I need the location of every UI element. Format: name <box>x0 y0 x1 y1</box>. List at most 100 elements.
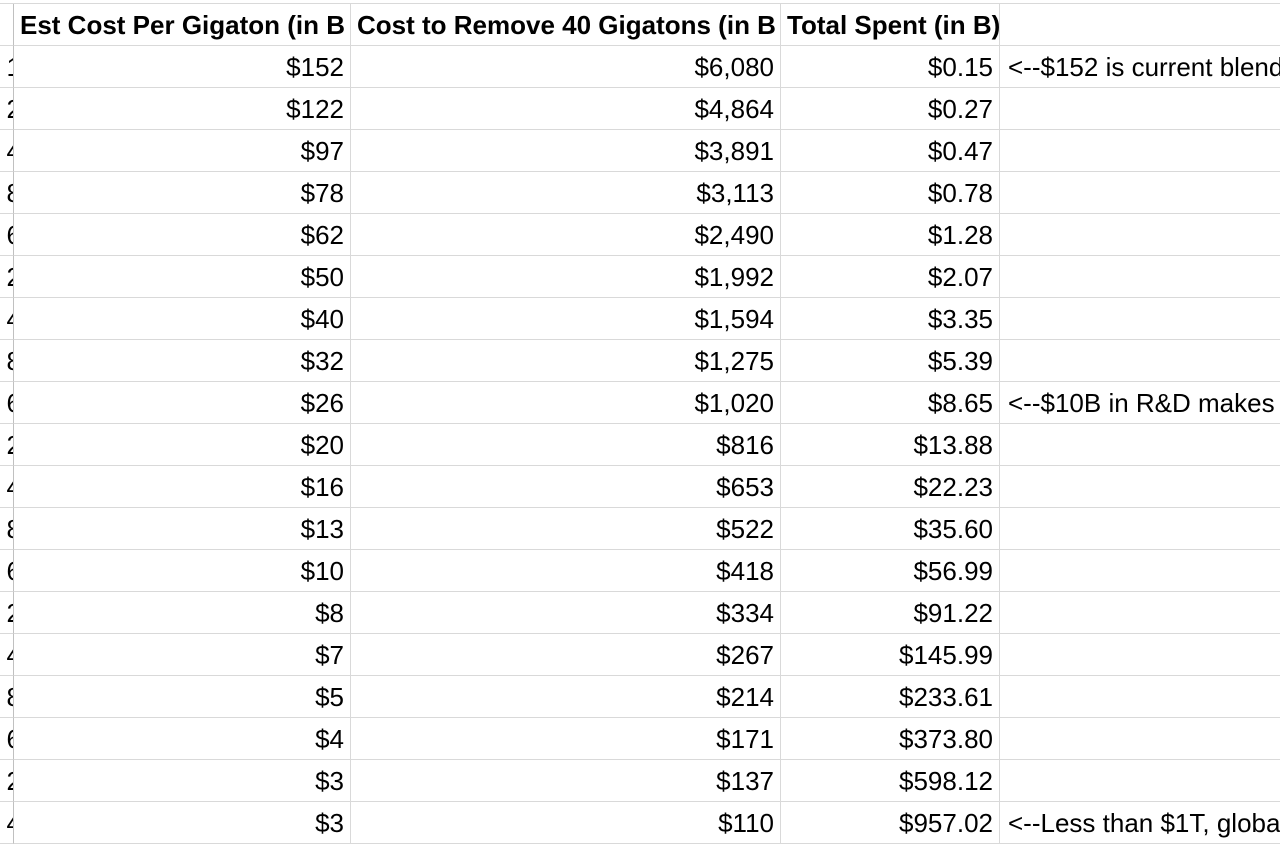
row-number-cell[interactable]: 8 <box>0 340 14 382</box>
note-cell[interactable] <box>1000 340 1280 382</box>
cost-per-gigaton-cell[interactable]: $152 <box>14 46 351 88</box>
cost-40-gigatons-cell[interactable]: $2,490 <box>351 214 781 256</box>
header-row-number-cell[interactable] <box>0 4 14 46</box>
note-cell[interactable]: <--$152 is current blend <box>1000 46 1280 88</box>
note-cell[interactable] <box>1000 214 1280 256</box>
cost-40-gigatons-cell[interactable]: $418 <box>351 550 781 592</box>
cost-40-gigatons-cell[interactable]: $171 <box>351 718 781 760</box>
cost-per-gigaton-cell[interactable]: $20 <box>14 424 351 466</box>
cost-per-gigaton-cell[interactable]: $97 <box>14 130 351 172</box>
cost-per-gigaton-cell[interactable]: $40 <box>14 298 351 340</box>
cost-40-gigatons-cell[interactable]: $1,594 <box>351 298 781 340</box>
note-cell[interactable] <box>1000 718 1280 760</box>
row-number-cell[interactable]: 4 <box>0 466 14 508</box>
row-number-cell[interactable]: 2 <box>0 256 14 298</box>
note-cell[interactable] <box>1000 298 1280 340</box>
row-number-cell[interactable]: 4 <box>0 298 14 340</box>
note-cell[interactable] <box>1000 508 1280 550</box>
note-cell[interactable] <box>1000 634 1280 676</box>
total-spent-cell[interactable]: $598.12 <box>781 760 1000 802</box>
note-cell[interactable] <box>1000 592 1280 634</box>
cost-per-gigaton-cell[interactable]: $62 <box>14 214 351 256</box>
total-spent-cell[interactable]: $5.39 <box>781 340 1000 382</box>
cost-per-gigaton-cell[interactable]: $16 <box>14 466 351 508</box>
row-number-cell[interactable]: 4 <box>0 634 14 676</box>
cost-per-gigaton-cell[interactable]: $50 <box>14 256 351 298</box>
total-spent-cell[interactable]: $13.88 <box>781 424 1000 466</box>
note-cell[interactable] <box>1000 130 1280 172</box>
header-cost-40-gigatons[interactable]: Cost to Remove 40 Gigatons (in B <box>351 4 781 46</box>
row-number-cell[interactable]: 8 <box>0 676 14 718</box>
cost-40-gigatons-cell[interactable]: $1,992 <box>351 256 781 298</box>
row-number-cell[interactable]: 6 <box>0 214 14 256</box>
row-number-cell[interactable]: 1 <box>0 46 14 88</box>
row-number-cell[interactable]: 4 <box>0 130 14 172</box>
row-number-cell[interactable]: 6 <box>0 550 14 592</box>
cost-per-gigaton-cell[interactable]: $13 <box>14 508 351 550</box>
cost-per-gigaton-cell[interactable]: $4 <box>14 718 351 760</box>
total-spent-cell[interactable]: $0.78 <box>781 172 1000 214</box>
row-number-cell[interactable]: 2 <box>0 760 14 802</box>
note-cell[interactable] <box>1000 676 1280 718</box>
total-spent-cell[interactable]: $145.99 <box>781 634 1000 676</box>
cost-40-gigatons-cell[interactable]: $1,275 <box>351 340 781 382</box>
total-spent-cell[interactable]: $1.28 <box>781 214 1000 256</box>
note-cell[interactable] <box>1000 172 1280 214</box>
total-spent-cell[interactable]: $56.99 <box>781 550 1000 592</box>
cost-40-gigatons-cell[interactable]: $1,020 <box>351 382 781 424</box>
cost-per-gigaton-cell[interactable]: $7 <box>14 634 351 676</box>
note-cell[interactable]: <--$10B in R&D makes <box>1000 382 1280 424</box>
note-cell[interactable] <box>1000 424 1280 466</box>
cost-40-gigatons-cell[interactable]: $816 <box>351 424 781 466</box>
note-cell[interactable] <box>1000 760 1280 802</box>
cost-40-gigatons-cell[interactable]: $522 <box>351 508 781 550</box>
note-cell[interactable] <box>1000 88 1280 130</box>
cost-40-gigatons-cell[interactable]: $6,080 <box>351 46 781 88</box>
row-number-cell[interactable]: 4 <box>0 802 14 844</box>
cost-per-gigaton-cell[interactable]: $78 <box>14 172 351 214</box>
cost-40-gigatons-cell[interactable]: $137 <box>351 760 781 802</box>
total-spent-cell[interactable]: $3.35 <box>781 298 1000 340</box>
cost-per-gigaton-cell[interactable]: $26 <box>14 382 351 424</box>
total-spent-cell[interactable]: $957.02 <box>781 802 1000 844</box>
cost-40-gigatons-cell[interactable]: $4,864 <box>351 88 781 130</box>
row-number-cell[interactable]: 2 <box>0 424 14 466</box>
cost-40-gigatons-cell[interactable]: $3,891 <box>351 130 781 172</box>
row-number-cell[interactable]: 2 <box>0 592 14 634</box>
total-spent-cell[interactable]: $0.47 <box>781 130 1000 172</box>
cost-40-gigatons-cell[interactable]: $110 <box>351 802 781 844</box>
total-spent-cell[interactable]: $91.22 <box>781 592 1000 634</box>
cost-per-gigaton-cell[interactable]: $3 <box>14 760 351 802</box>
total-spent-cell[interactable]: $35.60 <box>781 508 1000 550</box>
cost-per-gigaton-cell[interactable]: $32 <box>14 340 351 382</box>
row-number-cell[interactable]: 8 <box>0 172 14 214</box>
note-cell[interactable] <box>1000 466 1280 508</box>
cost-per-gigaton-cell[interactable]: $5 <box>14 676 351 718</box>
cost-per-gigaton-cell[interactable]: $3 <box>14 802 351 844</box>
cost-per-gigaton-cell[interactable]: $122 <box>14 88 351 130</box>
cost-per-gigaton-cell[interactable]: $10 <box>14 550 351 592</box>
total-spent-cell[interactable]: $233.61 <box>781 676 1000 718</box>
cost-40-gigatons-cell[interactable]: $334 <box>351 592 781 634</box>
row-number-cell[interactable]: 2 <box>0 88 14 130</box>
note-cell[interactable] <box>1000 256 1280 298</box>
total-spent-cell[interactable]: $22.23 <box>781 466 1000 508</box>
total-spent-cell[interactable]: $8.65 <box>781 382 1000 424</box>
header-note[interactable] <box>1000 4 1280 46</box>
row-number-cell[interactable]: 8 <box>0 508 14 550</box>
cost-per-gigaton-cell[interactable]: $8 <box>14 592 351 634</box>
total-spent-cell[interactable]: $373.80 <box>781 718 1000 760</box>
cost-40-gigatons-cell[interactable]: $267 <box>351 634 781 676</box>
header-total-spent[interactable]: Total Spent (in B) <box>781 4 1000 46</box>
total-spent-cell[interactable]: $2.07 <box>781 256 1000 298</box>
row-number-cell[interactable]: 6 <box>0 382 14 424</box>
cost-40-gigatons-cell[interactable]: $3,113 <box>351 172 781 214</box>
row-number-cell[interactable]: 6 <box>0 718 14 760</box>
cost-40-gigatons-cell[interactable]: $653 <box>351 466 781 508</box>
cost-40-gigatons-cell[interactable]: $214 <box>351 676 781 718</box>
note-cell[interactable]: <--Less than $1T, globa <box>1000 802 1280 844</box>
header-cost-per-gigaton[interactable]: Est Cost Per Gigaton (in B <box>14 4 351 46</box>
total-spent-cell[interactable]: $0.15 <box>781 46 1000 88</box>
total-spent-cell[interactable]: $0.27 <box>781 88 1000 130</box>
note-cell[interactable] <box>1000 550 1280 592</box>
